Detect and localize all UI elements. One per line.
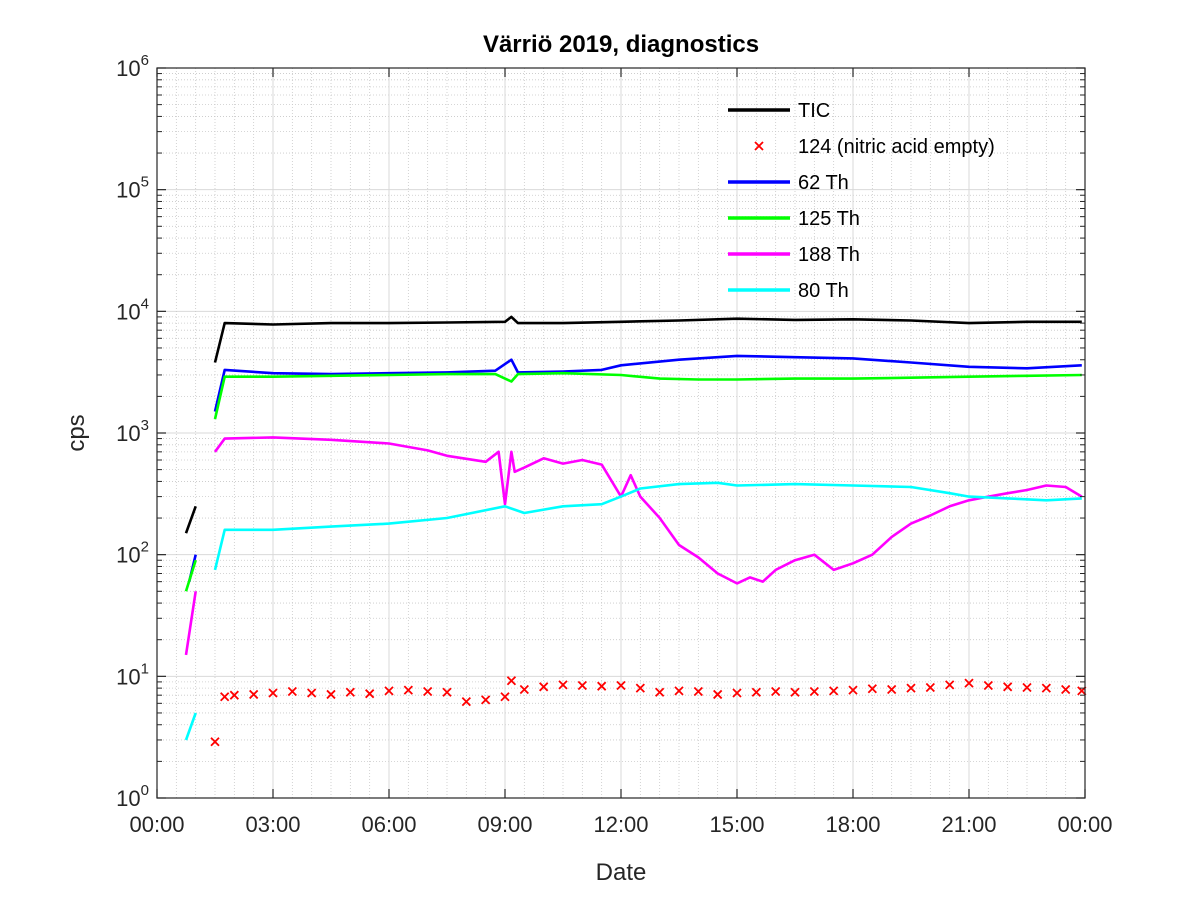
data-point-marker [558, 680, 568, 690]
data-point-marker [220, 692, 230, 702]
data-point-marker [945, 680, 955, 690]
data-point-marker [887, 684, 897, 695]
data-point-marker [577, 680, 587, 691]
data-point-marker [1041, 683, 1051, 693]
series-layer [184, 315, 1087, 747]
x-tick-label: 18:00 [825, 812, 880, 837]
y-tick-label: 104 [116, 295, 149, 324]
data-point-marker [790, 687, 800, 697]
legend-item-124-nitric-acid-empty: 124 (nitric acid empty) [754, 136, 995, 158]
x-tick-label: 15:00 [709, 812, 764, 837]
data-point-marker [365, 689, 375, 699]
legend-label: 62 Th [798, 172, 849, 194]
data-point-marker [210, 737, 220, 747]
series-125-th [184, 371, 1082, 592]
series-188-th [184, 436, 1083, 656]
y-tick-label: 106 [116, 52, 149, 81]
series-line [184, 315, 1082, 534]
legend-label: 80 Th [798, 280, 849, 302]
y-tick-label: 105 [116, 174, 149, 203]
x-tick-label: 03:00 [245, 812, 300, 837]
grid [157, 68, 1085, 798]
data-point-marker [867, 684, 877, 694]
y-tick-labels: 100 101 102 103 104 105 106 [116, 52, 149, 811]
data-point-marker [693, 686, 703, 697]
data-point-marker [597, 681, 607, 691]
data-point-marker [539, 682, 549, 692]
x-axis-label: Date [596, 859, 647, 886]
data-point-marker [964, 678, 974, 688]
x-tick-label: 09:00 [477, 812, 532, 837]
data-point-marker [403, 685, 413, 695]
data-point-marker [983, 680, 993, 691]
axis-ticks [156, 67, 1086, 799]
data-point-marker [771, 686, 781, 697]
data-point-marker [829, 686, 839, 696]
data-point-marker [249, 689, 259, 700]
y-tick-label: 103 [116, 417, 149, 446]
data-point-marker [1022, 682, 1032, 693]
data-point-marker [229, 690, 239, 700]
series-line [184, 371, 1082, 592]
legend-label: 188 Th [798, 244, 860, 266]
legend-label: 125 Th [798, 208, 860, 230]
data-point-marker [268, 688, 278, 698]
data-point-marker [481, 695, 491, 705]
y-tick-label: 100 [116, 782, 149, 811]
y-tick-label: 101 [116, 660, 149, 689]
data-point-marker [1061, 684, 1071, 695]
data-point-marker [326, 689, 336, 700]
data-point-marker [751, 687, 761, 697]
data-point-marker [442, 687, 452, 697]
x-tick-label: 00:00 [1057, 812, 1112, 837]
data-point-marker [906, 683, 916, 693]
data-point-marker [423, 686, 433, 697]
data-point-marker [345, 687, 355, 697]
legend-item-188-th: 188 Th [728, 244, 860, 266]
chart-title: Värriö 2019, diagnostics [483, 31, 759, 58]
data-point-marker [461, 696, 471, 707]
legend-item-62-th: 62 Th [728, 172, 849, 194]
data-point-marker [635, 683, 645, 693]
data-point-marker [519, 684, 529, 695]
x-tick-label: 12:00 [593, 812, 648, 837]
data-point-marker [506, 676, 517, 686]
series-80-th [184, 481, 1082, 741]
series-line [184, 481, 1082, 741]
y-tick-label: 102 [116, 539, 149, 568]
x-tick-label: 06:00 [361, 812, 416, 837]
data-point-marker [616, 680, 626, 691]
x-tick-label: 21:00 [941, 812, 996, 837]
data-point-marker [500, 692, 510, 702]
data-point-marker [307, 688, 317, 698]
x-tick-labels: 00:00 03:00 06:00 09:00 12:00 15:00 18:00 21:00… [129, 812, 1112, 837]
data-point-marker [925, 682, 935, 693]
legend-label: 124 (nitric acid empty) [798, 136, 995, 158]
series-124-nitric-acid-empty [210, 676, 1087, 747]
legend: TIC 124 (nitric acid empty) 62 Th 125 Th 188… [728, 100, 995, 302]
data-point-marker [655, 687, 665, 697]
x-tick-label: 00:00 [129, 812, 184, 837]
series-tic [184, 315, 1082, 534]
data-point-marker [1003, 682, 1013, 692]
data-point-marker [384, 686, 394, 696]
legend-swatch [754, 141, 764, 151]
data-point-marker [732, 688, 742, 698]
legend-label: TIC [798, 100, 830, 122]
data-point-marker [809, 686, 819, 697]
legend-item-125-th: 125 Th [728, 208, 860, 230]
data-point-marker [713, 689, 723, 700]
y-axis-label: cps [63, 414, 90, 451]
series-line [184, 436, 1083, 656]
legend-item-tic: TIC [728, 100, 830, 122]
legend-item-80-th: 80 Th [728, 280, 849, 302]
data-point-marker [674, 686, 684, 696]
data-point-marker [287, 686, 297, 697]
data-point-marker [848, 685, 858, 695]
